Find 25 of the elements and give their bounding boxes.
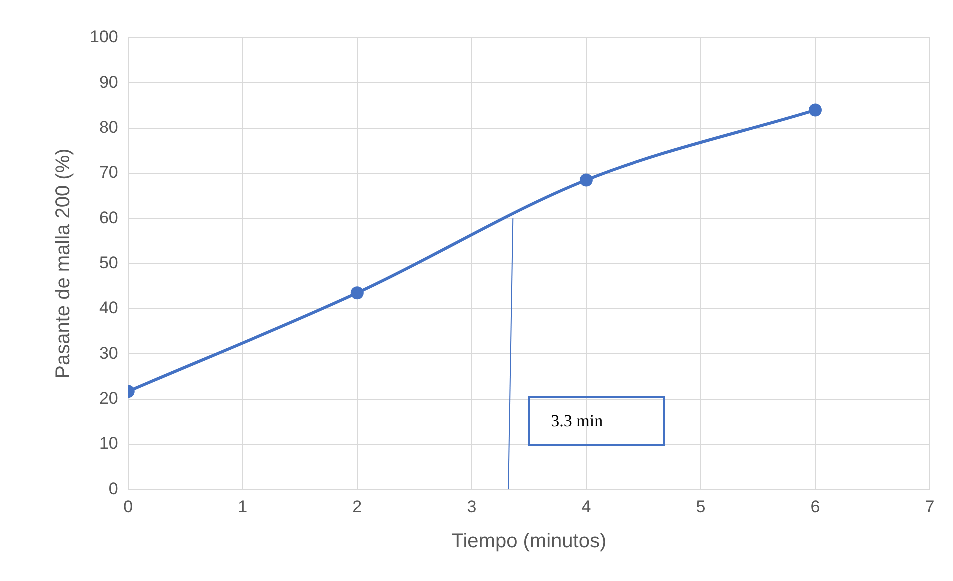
point xyxy=(350,286,364,300)
y-tick-label: 70 xyxy=(99,163,118,182)
x-tick-label: 3 xyxy=(467,497,477,516)
annotation: 3.3 min xyxy=(551,412,604,431)
point xyxy=(580,174,593,187)
y-axis-title: Pasante de malla 200 (%) xyxy=(52,148,75,379)
x-tick-label: 4 xyxy=(582,497,592,516)
x-tick-label: 2 xyxy=(352,497,362,516)
y-tick-label: 10 xyxy=(99,434,118,454)
y-tick-label: 50 xyxy=(99,253,118,272)
x-tick-label: 6 xyxy=(810,497,820,516)
y-tick-label: 0 xyxy=(108,479,118,498)
point xyxy=(808,104,822,117)
y-tick-label: 80 xyxy=(99,118,118,138)
y-tick-label: 60 xyxy=(99,208,118,228)
x-tick-label: 1 xyxy=(238,497,248,516)
y-tick-label: 100 xyxy=(90,28,118,47)
x-axis-title: Tiempo (minutos) xyxy=(452,530,607,553)
x-tick-label: 7 xyxy=(925,497,935,516)
y-tick-label: 30 xyxy=(99,344,118,363)
x-tick-label: 5 xyxy=(696,497,706,516)
y-tick-label: 40 xyxy=(99,298,118,318)
x-tick-label: 0 xyxy=(124,497,134,516)
y-tick-label: 20 xyxy=(99,388,118,408)
y-tick-label: 90 xyxy=(99,72,118,92)
